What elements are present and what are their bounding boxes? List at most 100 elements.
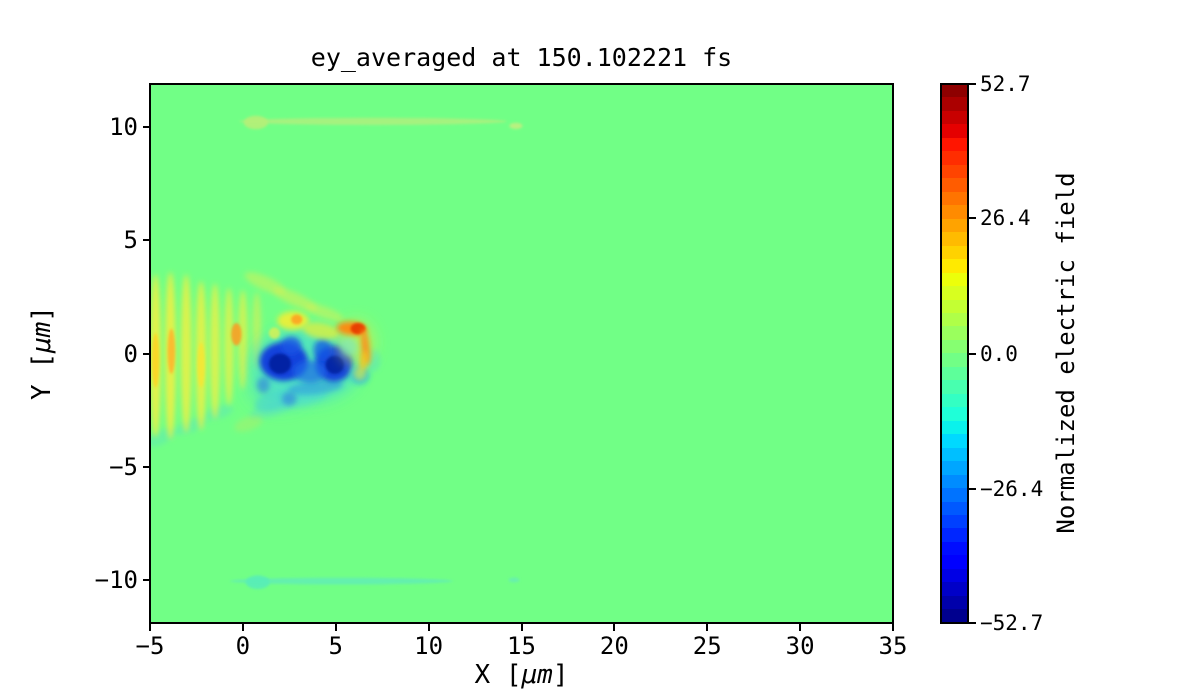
x-tick bbox=[149, 624, 151, 631]
field-feature bbox=[287, 380, 344, 395]
x-axis-label-pre: X [ bbox=[474, 660, 522, 690]
colorbar-band bbox=[941, 434, 968, 448]
y-tick bbox=[143, 352, 150, 355]
y-tick bbox=[143, 126, 150, 129]
field-feature bbox=[302, 322, 340, 340]
y-axis-label-unit: μm bbox=[27, 321, 57, 353]
colorbar-band bbox=[941, 272, 968, 287]
colorbar-band bbox=[941, 488, 968, 502]
field-feature bbox=[268, 327, 281, 339]
x-tick-label: 15 bbox=[507, 632, 536, 660]
field-feature bbox=[353, 367, 367, 381]
colorbar-band bbox=[941, 541, 968, 556]
field-feature bbox=[180, 274, 192, 433]
colorbar-tick bbox=[969, 83, 976, 85]
colorbar-band bbox=[941, 393, 968, 408]
x-tick bbox=[706, 624, 709, 631]
x-tick bbox=[892, 624, 894, 631]
colorbar-band bbox=[941, 245, 968, 260]
colorbar-band bbox=[941, 151, 968, 165]
field-feature bbox=[224, 287, 234, 406]
y-tick-label: 10 bbox=[109, 113, 138, 142]
colorbar-band bbox=[941, 84, 968, 98]
colorbar-tick bbox=[969, 487, 976, 490]
x-tick-label: 5 bbox=[328, 632, 343, 660]
colorbar-band bbox=[941, 447, 968, 462]
field-feature bbox=[239, 117, 507, 125]
colorbar-band bbox=[941, 515, 968, 529]
colorbar-band bbox=[941, 137, 968, 152]
colorbar-tick-label: 0.0 bbox=[980, 341, 1018, 366]
y-tick bbox=[143, 239, 150, 242]
colorbar-band bbox=[941, 595, 968, 610]
colorbar-tick-label: 26.4 bbox=[980, 206, 1031, 231]
y-tick-label: 5 bbox=[123, 226, 138, 255]
colorbar-band bbox=[941, 501, 968, 515]
y-axis-label: Y [μm] bbox=[27, 306, 57, 400]
colorbar-band bbox=[941, 218, 968, 233]
chart-title: ey_averaged at 150.102221 fs bbox=[310, 43, 733, 72]
colorbar-band bbox=[941, 312, 968, 327]
colorbar-band bbox=[941, 205, 968, 219]
colorbar-band bbox=[941, 97, 968, 111]
field-feature bbox=[204, 404, 234, 420]
x-tick-label: 10 bbox=[414, 632, 444, 660]
colorbar-band bbox=[941, 326, 968, 340]
y-axis-label-pre: Y [ bbox=[27, 353, 57, 400]
colorbar-label: Normalized electric field bbox=[1052, 172, 1080, 534]
y-tick bbox=[143, 578, 150, 581]
field-feature bbox=[293, 360, 327, 383]
field-feature bbox=[508, 577, 520, 583]
colorbar-band bbox=[941, 609, 968, 623]
field-feature bbox=[509, 122, 523, 130]
field-feature bbox=[350, 322, 366, 335]
x-tick bbox=[241, 624, 244, 631]
field-feature bbox=[281, 391, 297, 406]
colorbar-band bbox=[941, 582, 968, 596]
field-feature bbox=[209, 283, 221, 420]
colorbar-band bbox=[941, 232, 968, 246]
y-tick-label: −10 bbox=[94, 565, 138, 594]
field-feature bbox=[197, 342, 205, 388]
x-tick bbox=[799, 624, 802, 631]
x-tick-label: 30 bbox=[785, 632, 815, 660]
colorbar-band bbox=[941, 461, 968, 475]
field-feature bbox=[167, 328, 176, 374]
field-feature bbox=[325, 355, 345, 374]
y-tick-label: −5 bbox=[109, 452, 138, 481]
field-feature bbox=[313, 338, 333, 362]
colorbar-band bbox=[941, 110, 968, 125]
field-feature bbox=[280, 336, 302, 355]
colorbar-band bbox=[941, 191, 968, 206]
colorbar-band bbox=[941, 124, 968, 138]
x-tick-label: 25 bbox=[692, 632, 722, 660]
field-feature bbox=[229, 577, 453, 585]
colorbar-band bbox=[941, 164, 968, 179]
field-feature bbox=[231, 322, 242, 346]
x-tick bbox=[334, 624, 337, 631]
x-tick-label: 0 bbox=[235, 632, 251, 660]
colorbar bbox=[941, 84, 968, 623]
x-tick bbox=[520, 624, 523, 631]
field-feature bbox=[268, 353, 292, 374]
field-feature bbox=[151, 333, 160, 388]
x-tick bbox=[427, 624, 430, 631]
colorbar-band bbox=[941, 407, 968, 421]
colorbar-tick bbox=[969, 622, 976, 624]
field-feature bbox=[291, 314, 303, 325]
heatmap-plot-area bbox=[150, 84, 893, 623]
colorbar-band bbox=[941, 528, 968, 542]
x-tick-label: 20 bbox=[599, 632, 629, 660]
field-heatmap bbox=[150, 115, 523, 590]
colorbar-band bbox=[941, 380, 968, 394]
field-feature bbox=[256, 377, 270, 394]
colorbar-band bbox=[941, 339, 968, 354]
colorbar-band bbox=[941, 420, 968, 435]
x-axis-label-post: ] bbox=[552, 660, 569, 690]
y-tick bbox=[143, 465, 150, 468]
field-feature bbox=[340, 337, 358, 356]
x-tick-label: 35 bbox=[878, 632, 908, 660]
field-feature bbox=[359, 351, 368, 372]
colorbar-band bbox=[941, 178, 968, 192]
colorbar-band bbox=[941, 299, 968, 313]
